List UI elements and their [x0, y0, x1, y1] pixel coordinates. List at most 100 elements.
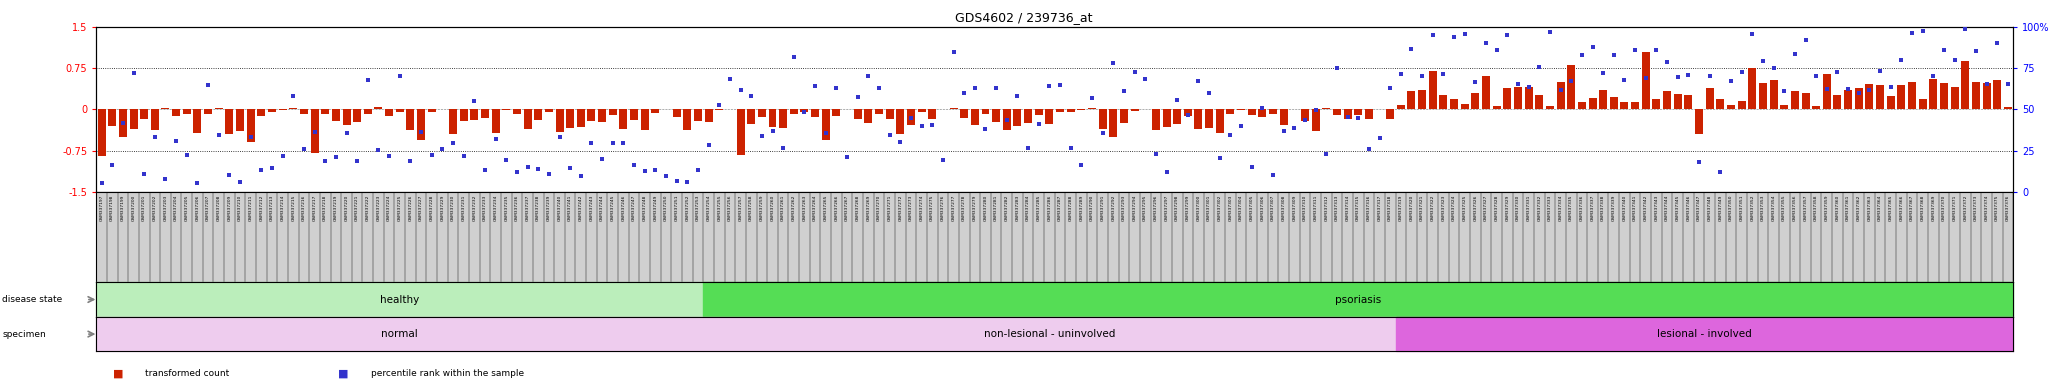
- Point: [436, 140, 469, 146]
- Text: GSM337250: GSM337250: [664, 195, 668, 221]
- Text: GSM337364: GSM337364: [1878, 195, 1882, 221]
- Bar: [258, 109, 266, 116]
- Point: [1331, 114, 1364, 120]
- Bar: [1663, 91, 1671, 109]
- Text: GSM337233: GSM337233: [483, 195, 487, 221]
- Point: [1438, 34, 1470, 40]
- Point: [1917, 73, 1950, 79]
- Bar: [1493, 106, 1501, 109]
- Point: [1970, 81, 2003, 88]
- Bar: [1716, 99, 1724, 109]
- Text: GSM337347: GSM337347: [1698, 195, 1702, 221]
- Text: healthy: healthy: [381, 295, 420, 305]
- Point: [1012, 146, 1044, 152]
- Text: GSM337291: GSM337291: [1100, 195, 1104, 221]
- Bar: [768, 109, 776, 127]
- Point: [745, 133, 778, 139]
- Point: [500, 169, 532, 175]
- Bar: [172, 109, 180, 116]
- Bar: [1812, 106, 1821, 109]
- Bar: [1194, 109, 1202, 129]
- Text: GSM337279: GSM337279: [973, 195, 977, 221]
- Point: [862, 84, 895, 91]
- Text: GSM337231: GSM337231: [461, 195, 465, 221]
- Bar: [1110, 109, 1118, 137]
- Point: [565, 173, 598, 179]
- Text: GSM337281: GSM337281: [993, 195, 997, 221]
- Bar: [1184, 109, 1192, 116]
- Text: GSM337366: GSM337366: [1898, 195, 1903, 221]
- Bar: [705, 109, 713, 122]
- Point: [1511, 84, 1544, 90]
- Text: GSM337264: GSM337264: [813, 195, 817, 221]
- Text: GSM337361: GSM337361: [1845, 195, 1849, 221]
- Text: GSM337265: GSM337265: [823, 195, 827, 221]
- Bar: [1790, 91, 1798, 109]
- Text: GSM337323: GSM337323: [1442, 195, 1446, 221]
- Point: [233, 134, 266, 140]
- Point: [1821, 69, 1853, 75]
- Bar: [1174, 109, 1182, 124]
- Text: GSM337316: GSM337316: [1366, 195, 1370, 221]
- Text: GSM337375: GSM337375: [1995, 195, 1999, 221]
- Text: GSM337245: GSM337245: [610, 195, 614, 221]
- Text: psoriasis: psoriasis: [1335, 295, 1380, 305]
- Point: [170, 152, 203, 158]
- Bar: [641, 109, 649, 129]
- Point: [1214, 132, 1247, 138]
- Text: GSM337309: GSM337309: [1292, 195, 1296, 221]
- Point: [1651, 60, 1683, 66]
- Point: [319, 154, 352, 161]
- Point: [1608, 77, 1640, 83]
- Bar: [1886, 96, 1894, 109]
- Point: [1778, 51, 1810, 57]
- Text: GSM337357: GSM337357: [1804, 195, 1808, 221]
- Bar: [545, 109, 553, 112]
- Point: [1544, 87, 1577, 93]
- Text: GSM337278: GSM337278: [963, 195, 967, 221]
- Text: lesional - involved: lesional - involved: [1657, 329, 1751, 339]
- Bar: [684, 109, 692, 130]
- Text: GSM337338: GSM337338: [1602, 195, 1606, 221]
- Text: GSM337252: GSM337252: [686, 195, 690, 221]
- Bar: [152, 109, 160, 130]
- Text: GSM337239: GSM337239: [547, 195, 551, 221]
- Point: [1044, 82, 1077, 88]
- Text: GSM337273: GSM337273: [909, 195, 913, 221]
- Text: GSM337337: GSM337337: [1591, 195, 1595, 221]
- Point: [299, 129, 332, 135]
- Bar: [885, 109, 893, 119]
- Point: [1151, 169, 1184, 175]
- Text: GSM337304: GSM337304: [1239, 195, 1243, 221]
- Bar: [1034, 109, 1042, 115]
- Bar: [1130, 109, 1139, 111]
- Text: GSM337274: GSM337274: [920, 195, 924, 221]
- Text: GSM337333: GSM337333: [1548, 195, 1552, 221]
- Bar: [1919, 99, 1927, 109]
- Text: GSM337212: GSM337212: [260, 195, 264, 221]
- Bar: [1395, 317, 2013, 351]
- Point: [522, 166, 555, 172]
- Bar: [578, 109, 586, 127]
- Bar: [1556, 82, 1565, 109]
- Text: GSM337197: GSM337197: [100, 195, 104, 221]
- Text: GSM337368: GSM337368: [1921, 195, 1925, 221]
- Point: [958, 85, 991, 91]
- Bar: [1950, 86, 1958, 109]
- Bar: [1589, 98, 1597, 109]
- Text: GSM337324: GSM337324: [1452, 195, 1456, 221]
- Point: [895, 115, 928, 121]
- Text: GSM337205: GSM337205: [184, 195, 188, 221]
- Bar: [395, 109, 403, 113]
- Text: GSM337218: GSM337218: [324, 195, 328, 221]
- Text: GSM337232: GSM337232: [473, 195, 477, 221]
- Point: [1704, 169, 1737, 175]
- Point: [203, 132, 236, 138]
- Text: GSM337367: GSM337367: [1911, 195, 1915, 221]
- Bar: [96, 317, 702, 351]
- Text: GSM337376: GSM337376: [2005, 195, 2009, 221]
- Point: [1853, 87, 1886, 93]
- Text: GSM337284: GSM337284: [1026, 195, 1030, 221]
- Bar: [205, 109, 213, 114]
- Point: [362, 147, 395, 153]
